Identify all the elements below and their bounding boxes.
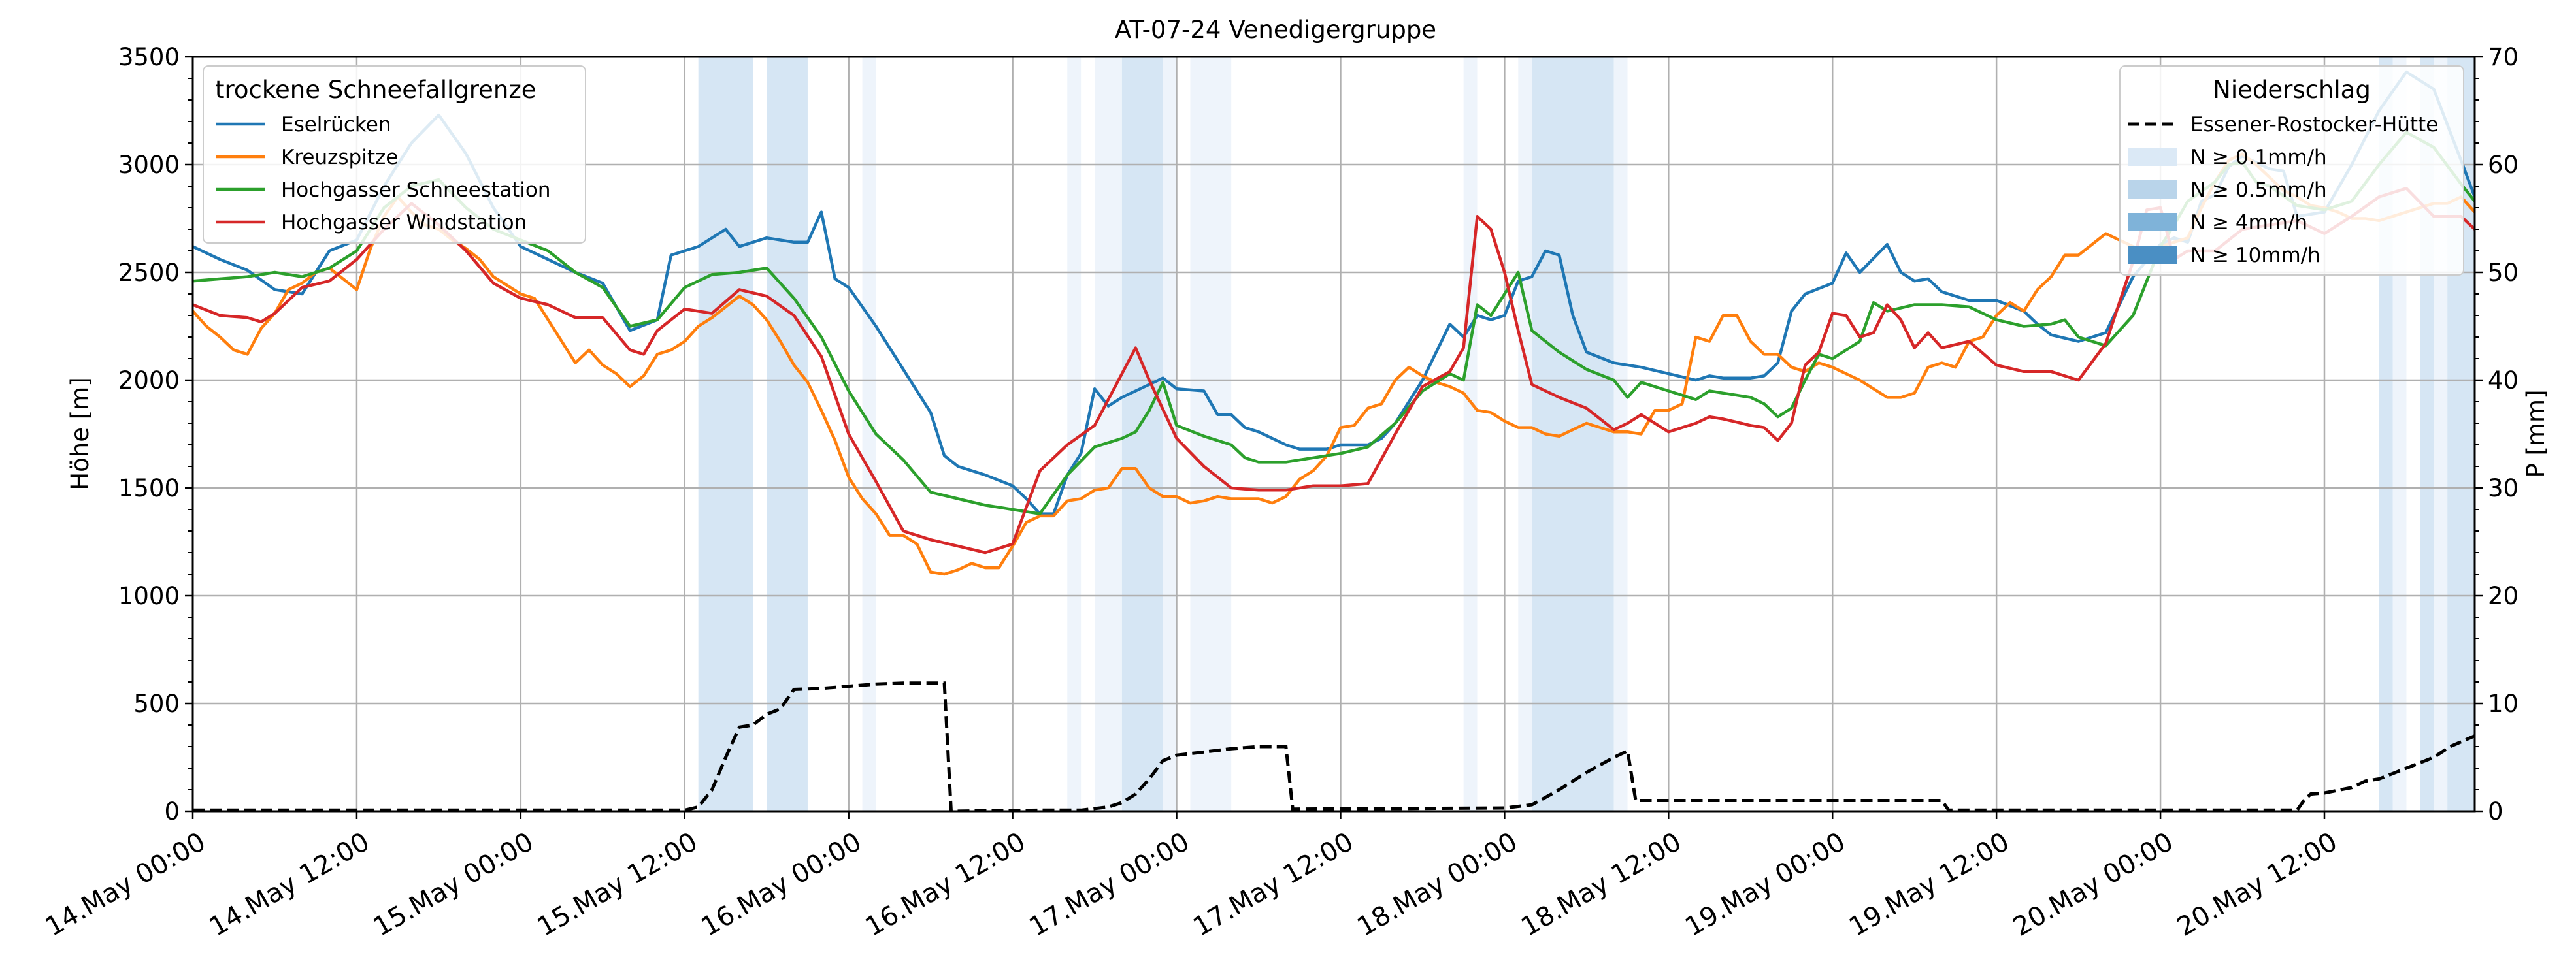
precip-band [698,57,753,811]
y-axis-label-left: Höhe [m] [66,377,94,490]
x-tick-label: 16.May 12:00 [860,827,1031,943]
legend-label: Eselrücken [281,113,391,137]
legend-label: Hochgasser Windstation [281,211,527,234]
legend-swatch-band [2128,213,2177,231]
x-tick-label: 16.May 00:00 [697,827,867,943]
x-tick-label: 14.May 00:00 [41,827,211,943]
legend-right: Niederschlag Essener-Rostocker-Hütte N ≥ … [2119,65,2464,276]
precip-band [862,57,876,811]
x-tick-label: 17.May 12:00 [1188,827,1359,943]
y-axis-label-right: P [mm] [2522,389,2550,477]
y-tick-label-left: 500 [133,690,180,718]
legend-label: N ≥ 10mm/h [2190,244,2320,267]
series-line-1 [193,152,2475,576]
y-tick-label-right: 50 [2488,259,2518,287]
y-tick-label-left: 2500 [118,259,180,287]
precip-band [1463,57,1478,811]
right-axis: 0 10 20 30 40 50 60 70 [2475,43,2518,826]
x-tick-label: 20.May 12:00 [2172,827,2343,943]
legend-label: Kreuzspitze [281,146,398,169]
left-axis: 0 500 1000 1500 2000 2500 3000 3500 [118,43,193,826]
legend-left: trockene Schneefallgrenze Eselrücken Kreu… [203,65,586,244]
legend-label: N ≥ 4mm/h [2190,211,2307,234]
precip-band [767,57,808,811]
legend-swatch-band [2128,148,2177,166]
y-tick-label-right: 10 [2488,690,2518,718]
y-tick-label-left: 1500 [118,474,180,502]
legend-label: Essener-Rostocker-Hütte [2190,113,2438,137]
x-tick-label: 14.May 12:00 [205,827,375,943]
y-tick-label-right: 30 [2488,474,2518,502]
legend-right-title: Niederschlag [2213,76,2371,104]
series-line-2 [193,131,2475,515]
x-tick-label: 15.May 00:00 [369,827,539,943]
legend-right-frame [2119,65,2464,276]
precip-line [193,681,2475,811]
legend-swatch-band [2128,180,2177,199]
legend-label: N ≥ 0.5mm/h [2190,178,2327,202]
y-tick-label-left: 1000 [118,582,180,610]
y-tick-label-right: 70 [2488,43,2518,71]
precip-band [1518,57,1532,811]
plot-frame [191,56,2476,813]
x-tick-label: 17.May 00:00 [1024,827,1195,943]
y-tick-label-left: 3000 [118,151,180,179]
y-tick-label-right: 20 [2488,582,2518,610]
y-tick-label-left: 3500 [118,43,180,71]
y-tick-label-right: 40 [2488,366,2518,395]
x-tick-label: 18.May 12:00 [1516,827,1687,943]
y-tick-label-left: 2000 [118,366,180,395]
x-tick-label: 15.May 12:00 [533,827,703,943]
y-tick-label-left: 0 [164,798,180,826]
series-lines [193,70,2475,576]
precip-band [1163,57,1177,811]
chart-title: AT-07-24 Venedigergruppe [1115,16,1436,44]
x-tick-label: 20.May 00:00 [2008,827,2179,943]
x-tick-label: 18.May 00:00 [1352,827,1523,943]
legend-label: Hochgasser Schneestation [281,178,550,202]
precip-band [1613,57,1628,811]
legend-left-frame [203,65,586,244]
precip-band [1095,57,1122,811]
legend-swatch-band [2128,246,2177,264]
series-line-3 [193,187,2475,555]
x-tick-label: 19.May 00:00 [1680,827,1851,943]
y-tick-label-right: 60 [2488,151,2518,179]
legend-label: N ≥ 0.1mm/h [2190,146,2327,169]
x-tick-label: 19.May 12:00 [1844,827,2015,943]
y-tick-label-right: 0 [2488,798,2503,826]
precip-dashed-line [193,681,2475,811]
precip-band [1067,57,1082,811]
legend-left-title: trockene Schneefallgrenze [215,76,537,104]
